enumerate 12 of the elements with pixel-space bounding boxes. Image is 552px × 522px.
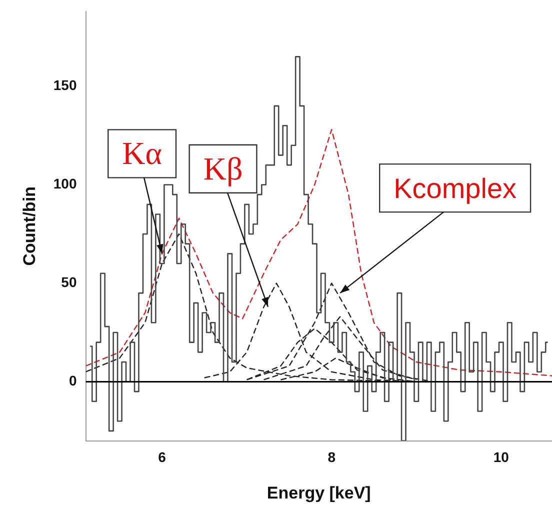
y-tick-label: 150: [53, 77, 77, 94]
y-axis-title: Count/bin: [20, 186, 39, 266]
annotation: Kα: [122, 135, 162, 172]
annotation: Kβ: [203, 150, 243, 186]
y-tick-label: 0: [68, 372, 77, 389]
y-tick-label: 50: [61, 274, 77, 290]
x-tick-label: 10: [493, 449, 510, 466]
x-tick-label: 8: [328, 449, 336, 466]
x-axis-title: Energy [keV]: [266, 483, 371, 502]
x-tick-label: 6: [158, 449, 166, 466]
y-tick-label: 100: [53, 176, 77, 192]
annotation: Kcomplex: [394, 172, 517, 204]
